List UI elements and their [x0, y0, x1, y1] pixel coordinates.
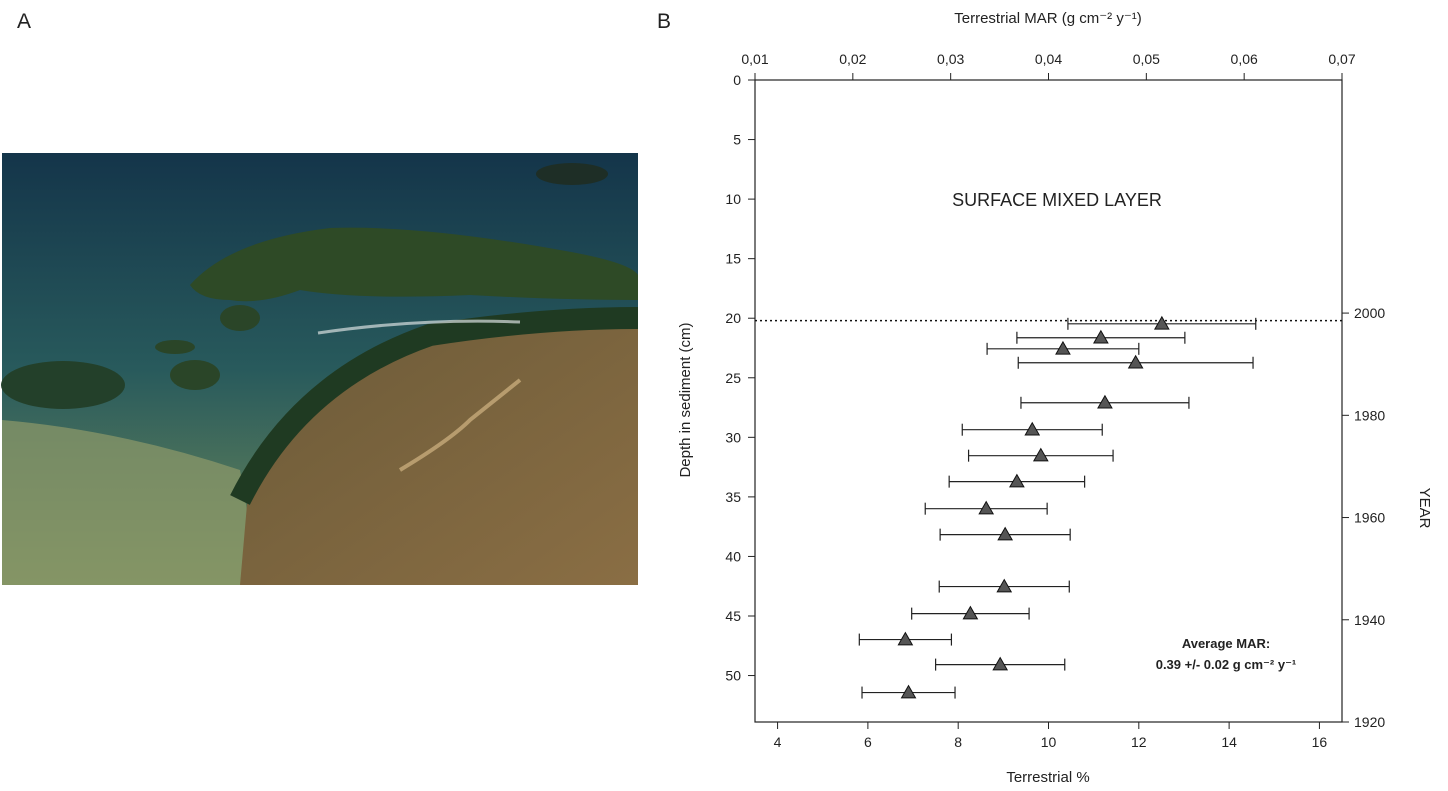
y-tick-label: 50	[725, 668, 741, 684]
panel-label: A	[17, 10, 31, 33]
y-tick-label: 5	[733, 132, 741, 148]
data-point	[996, 578, 1013, 593]
x-tick-label: 4	[774, 734, 782, 750]
x-tick-label: 16	[1312, 734, 1328, 750]
y-tick-label: 20	[725, 310, 741, 326]
data-point	[978, 500, 995, 515]
top-tick-label: 0,02	[839, 51, 866, 67]
data-point	[1097, 394, 1113, 409]
x-tick-label: 6	[864, 734, 872, 750]
y-tick-label: 30	[725, 429, 741, 445]
data-point	[1055, 340, 1071, 355]
right-tick-label: 2000	[1354, 305, 1385, 321]
annotation: SURFACE MIXED LAYER	[952, 190, 1162, 210]
data-point	[1127, 354, 1144, 369]
data-point	[1153, 315, 1170, 330]
top-tick-label: 0,06	[1231, 51, 1258, 67]
top-tick-label: 0,05	[1133, 51, 1160, 67]
data-point	[1009, 473, 1025, 488]
x-axis-title: Terrestrial %	[1006, 769, 1089, 786]
right-tick-label: 1920	[1354, 714, 1385, 730]
data-point	[900, 684, 917, 699]
right-axis-title: YEAR	[1416, 488, 1433, 529]
x-tick-label: 14	[1221, 734, 1237, 750]
y-tick-label: 15	[725, 251, 741, 267]
y-tick-label: 25	[725, 370, 741, 386]
x-tick-label: 8	[954, 734, 962, 750]
y-tick-label: 10	[725, 191, 741, 207]
top-tick-label: 0,01	[741, 51, 768, 67]
data-point	[1024, 421, 1041, 436]
data-point	[1093, 329, 1109, 344]
right-tick-label: 1960	[1354, 510, 1385, 526]
top-tick-label: 0,07	[1328, 51, 1355, 67]
plot-frame	[754, 79, 1343, 723]
data-point	[962, 605, 979, 620]
y-tick-label: 35	[725, 489, 741, 505]
y-tick-label: 45	[725, 608, 741, 624]
data-point	[997, 526, 1014, 541]
top-axis-title: Terrestrial MAR (g cm⁻² y⁻¹)	[954, 10, 1142, 27]
y-axis-title: Depth in sediment (cm)	[677, 322, 694, 477]
annotation: Average MAR:	[1182, 636, 1270, 651]
x-tick-label: 10	[1041, 734, 1057, 750]
aerial-photo	[1, 153, 639, 585]
panel-label: B	[657, 10, 671, 33]
top-tick-label: 0,03	[937, 51, 964, 67]
data-point	[1032, 447, 1049, 462]
annotation: 0.39 +/- 0.02 g cm⁻² y⁻¹	[1156, 657, 1297, 672]
top-tick-label: 0,04	[1035, 51, 1062, 67]
data-point	[897, 631, 914, 646]
x-tick-label: 12	[1131, 734, 1147, 750]
right-tick-label: 1940	[1354, 612, 1385, 628]
y-tick-label: 40	[725, 548, 741, 564]
data-point	[992, 656, 1009, 671]
right-tick-label: 1980	[1354, 407, 1385, 423]
y-tick-label: 0	[733, 72, 741, 88]
